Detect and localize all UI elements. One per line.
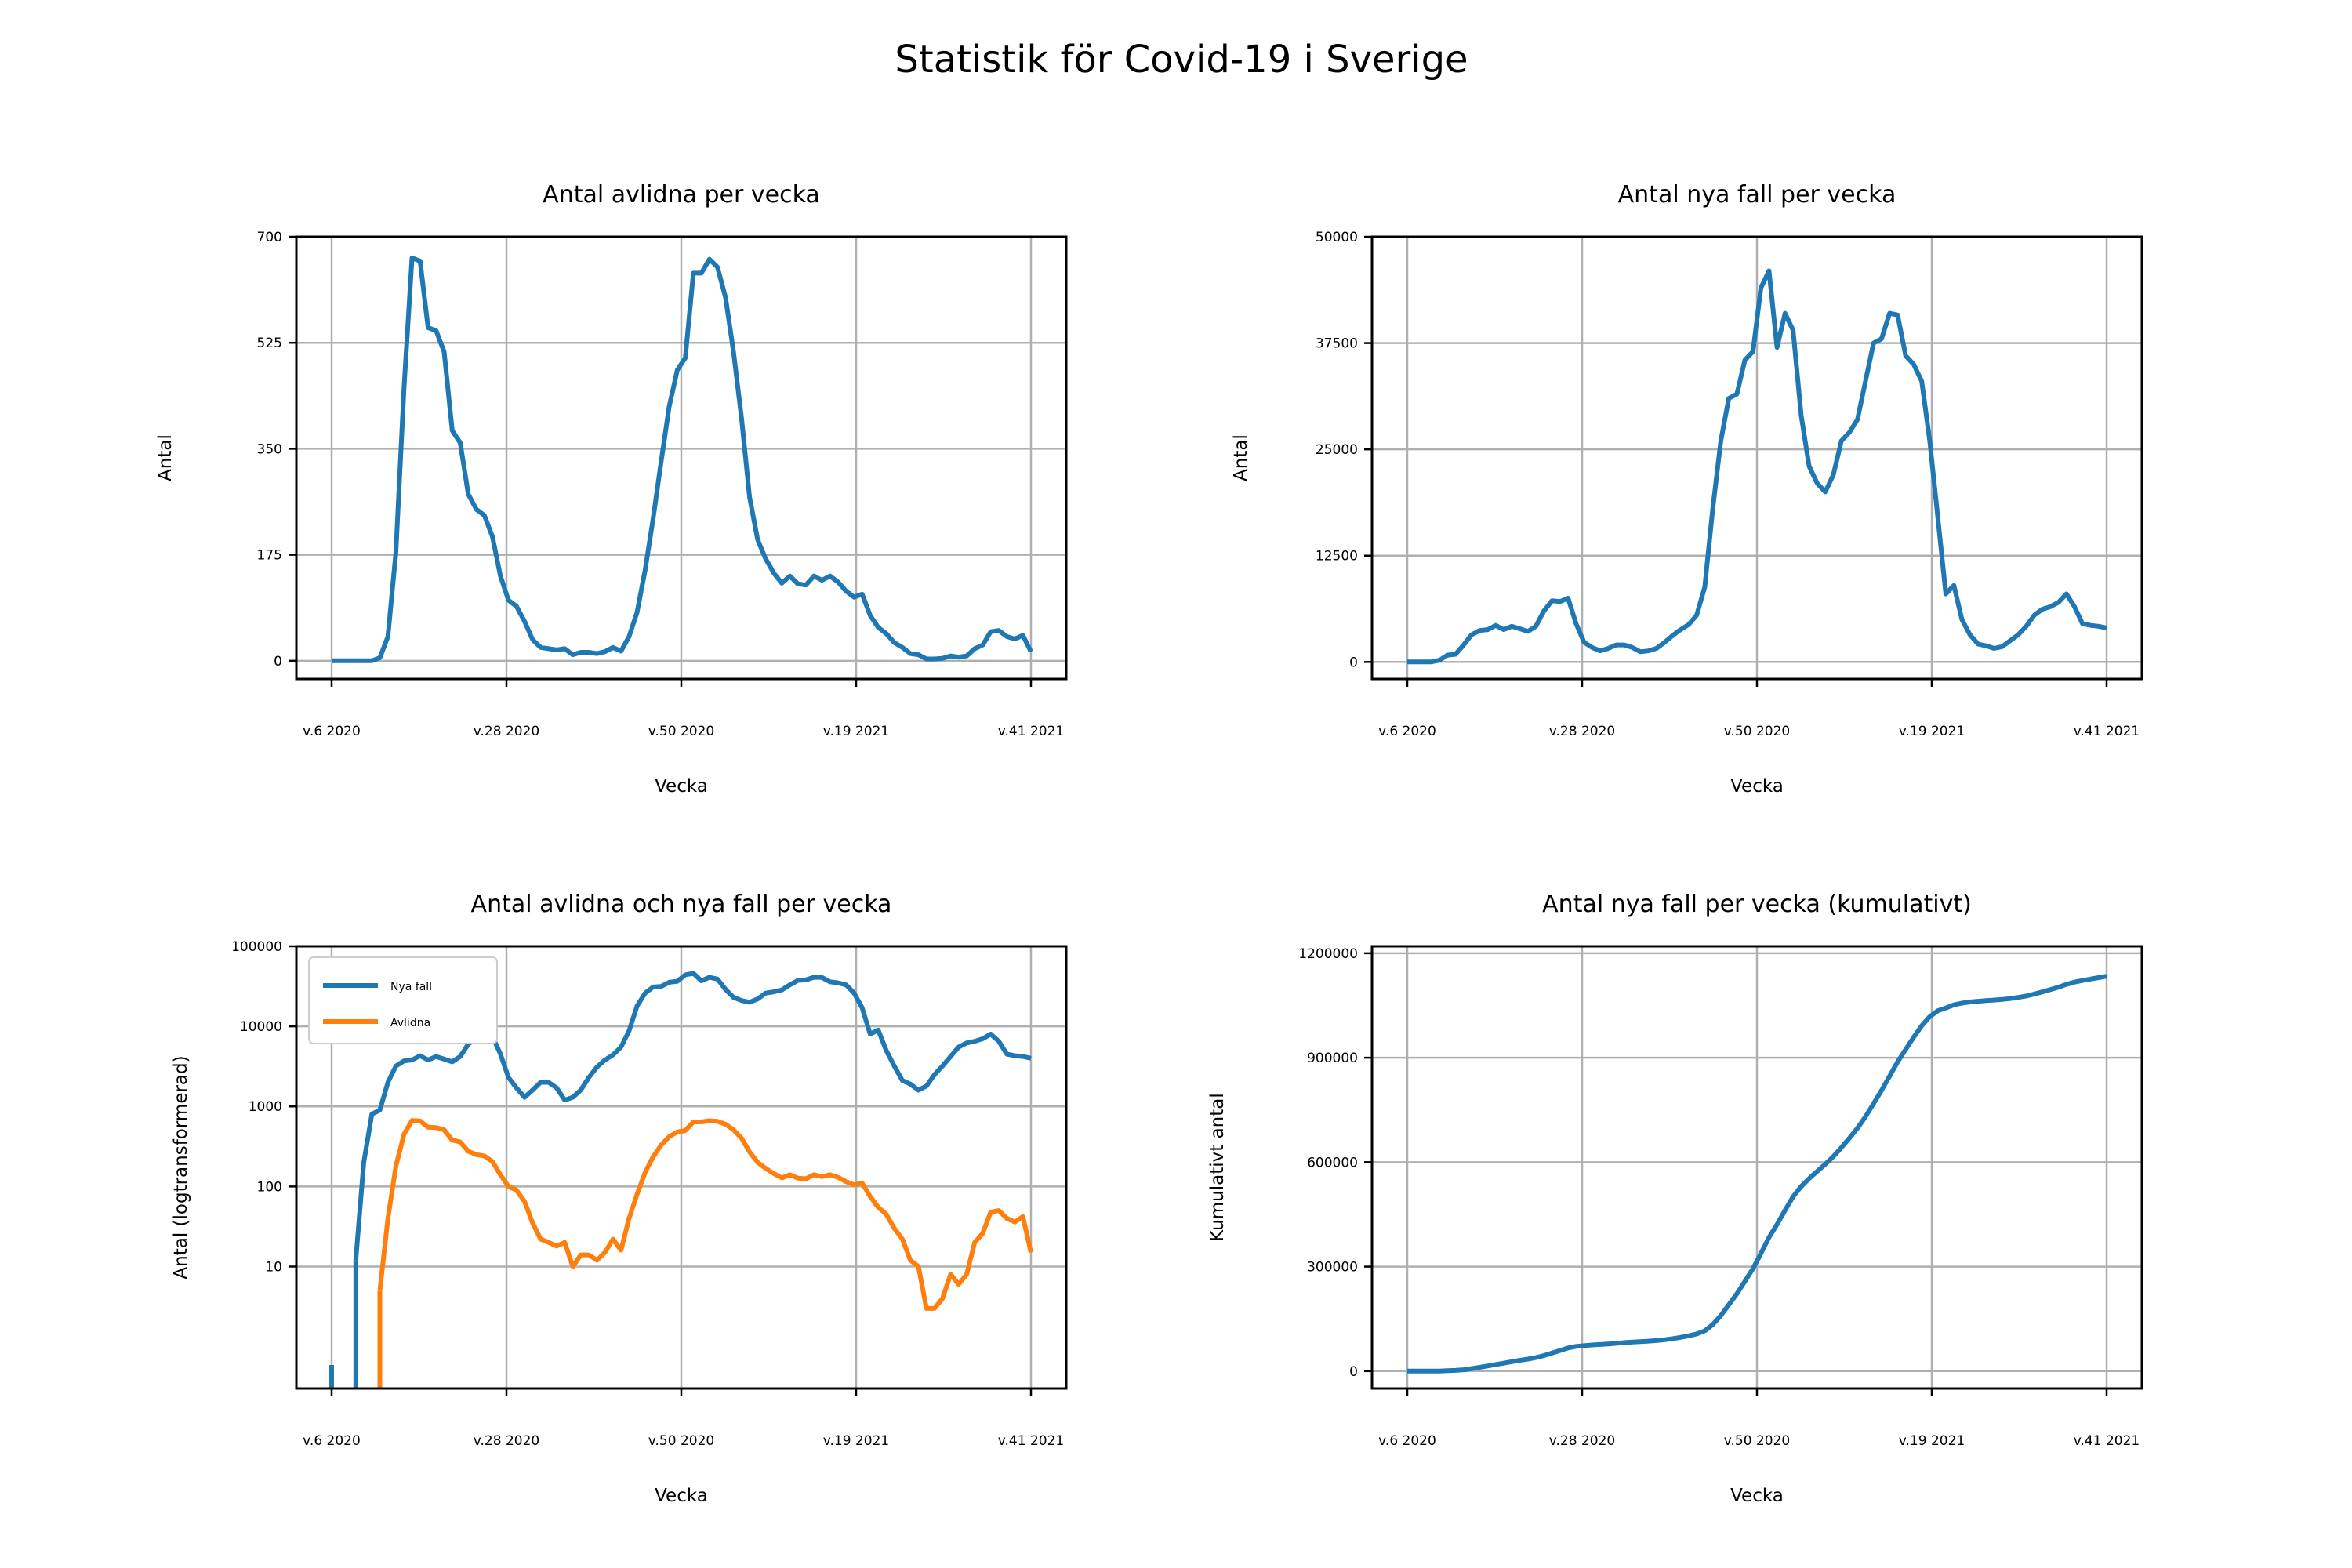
chart-panel-1: v.6 2020 v.28 2020 v.50 2020 v.19 2021 v.41 … — [155, 181, 1068, 797]
x-tick-label: v.6 2020 — [1378, 1433, 1436, 1449]
x-tick-label: v.6 2020 — [1378, 724, 1436, 739]
x-axis-label: Vecka — [1730, 1486, 1784, 1506]
x-tick-label: v.28 2020 — [474, 724, 539, 739]
y-tick-label: 100000 — [231, 939, 282, 955]
y-tick-label: 100 — [257, 1179, 282, 1195]
x-tick-label: v.28 2020 — [1549, 1433, 1615, 1449]
chart-panel-2: v.6 2020 v.28 2020 v.50 2020 v.19 2021 v.41 … — [1231, 181, 2143, 797]
x-tick-label: v.6 2020 — [303, 1433, 361, 1449]
y-tick-label: 525 — [257, 336, 282, 351]
y-tick-label: 10000 — [240, 1019, 282, 1035]
y-tick-label: 1200000 — [1298, 946, 1358, 962]
legend-box — [308, 956, 498, 1044]
legend-label: Avlidna — [390, 1017, 430, 1029]
y-tick-label: 900000 — [1307, 1051, 1358, 1066]
y-tick-label: 12500 — [1316, 549, 1358, 564]
x-axis-label: Vecka — [655, 1486, 708, 1506]
y-axis-label: Kumulativt antal — [1207, 1093, 1228, 1242]
chart-panel-3: v.6 2020 v.28 2020 v.50 2020 v.19 2021 v.41 … — [171, 891, 1068, 1506]
x-tick-label: v.41 2021 — [2074, 724, 2140, 739]
x-tick-label: v.19 2021 — [1899, 1433, 1965, 1449]
x-tick-label: v.28 2020 — [474, 1433, 539, 1449]
x-tick-label: v.19 2021 — [823, 724, 889, 739]
y-tick-label: 10 — [265, 1259, 282, 1275]
x-tick-label: v.28 2020 — [1549, 724, 1615, 739]
x-tick-label: v.19 2021 — [1899, 724, 1965, 739]
x-axis-label: Vecka — [1730, 776, 1784, 797]
panel-title: Antal nya fall per vecka — [1618, 181, 1896, 209]
y-axis-label: Antal — [155, 434, 176, 481]
legend-label: Nya fall — [390, 981, 432, 993]
figure-title: Statistik för Covid-19 i Sverige — [895, 38, 1468, 82]
x-axis-label: Vecka — [655, 776, 708, 797]
y-axis-label: Antal — [1231, 434, 1251, 481]
x-tick-label: v.50 2020 — [1724, 724, 1790, 739]
legend: Nya fall Avlidna — [308, 956, 498, 1044]
series-line-2 — [377, 1118, 1033, 1311]
panel-title: Antal avlidna och nya fall per vecka — [471, 891, 892, 918]
y-tick-label: 37500 — [1316, 336, 1358, 352]
y-tick-label: 25000 — [1316, 442, 1358, 458]
x-tick-label: v.6 2020 — [303, 724, 361, 739]
series-line-1 — [332, 256, 1033, 663]
x-tick-label: v.41 2021 — [998, 1433, 1064, 1449]
panel-title: Antal nya fall per vecka (kumulativt) — [1542, 891, 1972, 918]
x-tick-label: v.41 2021 — [2074, 1433, 2140, 1449]
chart-panel-4: v.6 2020 v.28 2020 v.50 2020 v.19 2021 v.41 … — [1207, 891, 2143, 1506]
y-tick-label: 175 — [257, 548, 282, 564]
x-tick-label: v.50 2020 — [1724, 1433, 1790, 1449]
y-tick-label: 700 — [257, 230, 282, 245]
y-tick-label: 350 — [257, 441, 282, 457]
y-tick-label: 300000 — [1307, 1260, 1358, 1276]
y-axis-label: Antal (logtransformerad) — [171, 1055, 191, 1279]
panel-title: Antal avlidna per vecka — [543, 181, 820, 209]
y-tick-label: 50000 — [1316, 230, 1358, 245]
y-tick-label: 0 — [1349, 655, 1358, 670]
x-tick-label: v.19 2021 — [823, 1433, 889, 1449]
series-line-1 — [1407, 974, 2107, 1374]
y-tick-label: 0 — [274, 654, 282, 670]
y-tick-label: 1000 — [249, 1099, 282, 1115]
series-line-1 — [1407, 268, 2107, 665]
x-tick-label: v.50 2020 — [648, 1433, 714, 1449]
x-tick-label: v.41 2021 — [998, 724, 1064, 739]
y-tick-label: 600000 — [1307, 1155, 1358, 1171]
x-tick-label: v.50 2020 — [648, 724, 714, 739]
y-tick-label: 0 — [1349, 1364, 1358, 1380]
